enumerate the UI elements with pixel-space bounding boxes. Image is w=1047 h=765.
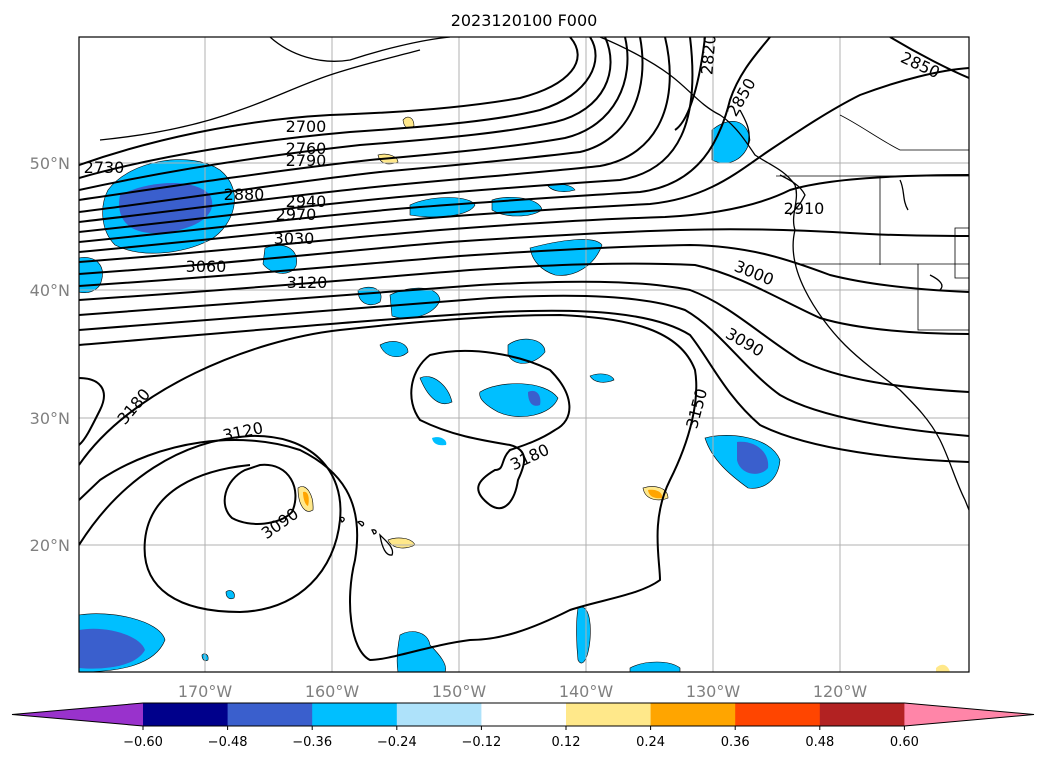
contour-label: 3030: [274, 229, 315, 248]
colorbar-swatch: [312, 703, 398, 726]
contour-label: 2790: [286, 151, 327, 170]
colorbar-swatch: [227, 703, 313, 726]
colorbar-swatch: [143, 703, 229, 726]
contour-label: 2760: [286, 139, 327, 158]
contour-label: 3150: [682, 386, 711, 430]
colorbar-swatch: [735, 703, 821, 726]
colorbar-tick-label: −0.48: [208, 735, 248, 750]
coastlines: [99, 37, 969, 556]
borders: [776, 114, 969, 331]
contour-label: 3180: [507, 440, 552, 474]
colorbar-tick-label: 0.48: [805, 735, 834, 750]
colorbar-tick-label: −0.60: [123, 735, 163, 750]
contour-label: 3090: [258, 504, 302, 543]
lon-label: 120°W: [813, 682, 868, 701]
lat-label: 40°N: [30, 281, 70, 300]
colorbar-extend-high: [904, 703, 1034, 726]
colorbar-tick-label: 0.36: [721, 735, 750, 750]
lon-label: 150°W: [432, 682, 487, 701]
colorbar-extend-low: [12, 703, 143, 726]
colorbar-swatch: [481, 703, 567, 726]
contour-label: 3060: [186, 257, 227, 276]
contour-label: 2820: [697, 33, 719, 75]
colorbar-swatch: [396, 703, 482, 726]
contour-label: 3090: [722, 324, 767, 361]
contour-label: 2940: [286, 192, 327, 211]
map-title: 2023120100 F000: [451, 11, 598, 30]
contour-label: 3180: [113, 385, 154, 428]
contour-label: 2850: [723, 75, 760, 120]
lon-label: 140°W: [559, 682, 614, 701]
contour-label: 2730: [84, 158, 125, 177]
lon-label: 160°W: [305, 682, 360, 701]
lat-label: 30°N: [30, 409, 70, 428]
contour-label: 3000: [732, 256, 777, 289]
colorbar-tick-label: 0.60: [890, 735, 919, 750]
lat-label: 20°N: [30, 536, 70, 555]
map-area: 2700 2760 2790 2730 2880 2940 2970 3030 …: [79, 33, 969, 672]
contour-label: 2970: [276, 205, 317, 224]
colorbar: −0.60 −0.48 −0.36 −0.24 −0.12 0.12 0.24 0.36 0.4…: [11, 702, 1035, 750]
longitude-labels: 170°W 160°W 150°W 140°W 130°W 120°W: [178, 682, 868, 701]
colorbar-swatch: [566, 703, 652, 726]
colorbar-tick-label: −0.12: [461, 735, 501, 750]
contour-label: 2850: [898, 48, 943, 82]
colorbar-tick-label: −0.36: [292, 735, 332, 750]
contour-label: 2880: [224, 185, 265, 204]
colorbar-tick-label: 0.12: [552, 735, 581, 750]
contour-labels: 2700 2760 2790 2730 2880 2940 2970 3030 …: [84, 33, 943, 543]
map-frame: [78, 36, 970, 673]
colorbar-tick-label: −0.24: [377, 735, 417, 750]
lon-label: 170°W: [178, 682, 233, 701]
latitude-labels: 50°N 40°N 30°N 20°N: [30, 154, 70, 555]
colorbar-swatch: [650, 703, 736, 726]
colorbar-tick-label: 0.24: [636, 735, 665, 750]
contour-label: 3120: [287, 273, 328, 292]
lon-label: 130°W: [686, 682, 741, 701]
contour-label: 2700: [286, 117, 327, 136]
colorbar-swatch: [819, 703, 905, 726]
contour-label: 2910: [784, 199, 825, 218]
lat-label: 50°N: [30, 154, 70, 173]
height-contours: [79, 37, 969, 662]
